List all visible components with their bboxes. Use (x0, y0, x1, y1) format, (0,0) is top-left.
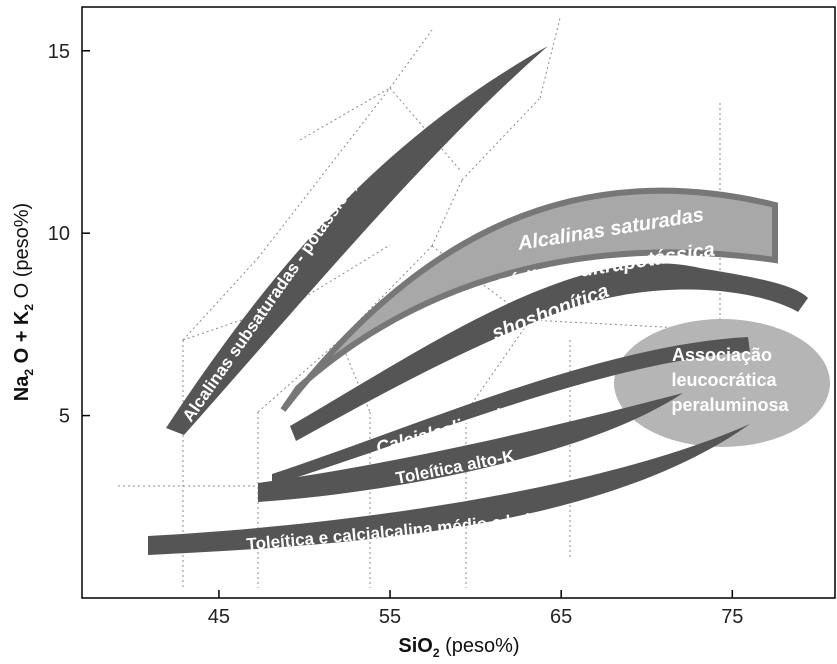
band-shoshonitica (290, 263, 808, 441)
grid-line (431, 179, 463, 247)
x-axis-title-sub: 2 (433, 646, 440, 660)
x-tick-label: 75 (721, 606, 743, 628)
y-axis-title-unit: O (peso%) (11, 203, 33, 304)
y-axis-title-na: Na (11, 375, 33, 401)
band-calcialcalina-alto-k (272, 337, 750, 485)
x-tick-label: 65 (550, 606, 572, 628)
band-alcalinas-subsaturadas (166, 46, 548, 435)
label-leucocratica: leucocrática (671, 370, 777, 390)
y-axis-title: Na2 O + K2 O (peso%) (11, 203, 36, 401)
grid-line (461, 97, 541, 181)
label-associacao: Associação (672, 345, 772, 365)
grid-line (182, 257, 259, 341)
alcalinas-saturadas-area (280, 187, 778, 412)
grid-line (257, 87, 391, 259)
x-tick-label: 55 (379, 606, 401, 628)
plot-frame (81, 6, 836, 599)
grid-line (389, 29, 433, 89)
grid-line (539, 17, 561, 99)
y-tick-label: 10 (48, 223, 70, 245)
grid-line (465, 319, 531, 413)
grid-line (299, 87, 391, 141)
x-axis-title-unit: (peso%) (440, 635, 520, 657)
y-axis-title-sub2: 2 (22, 304, 36, 311)
label-peraluminosa: peraluminosa (671, 395, 789, 415)
x-axis-title: SiO2 (peso%) (398, 635, 519, 660)
axes (81, 6, 836, 599)
grid-line (529, 319, 721, 331)
grid-line (182, 299, 301, 341)
band-toleitica-medio-baixo-k (148, 424, 750, 555)
band-toleitica-alto-k (258, 393, 683, 502)
x-axis-title-main: SiO (398, 635, 432, 657)
ticks: 45 55 65 75 5 10 15 (48, 41, 744, 628)
y-tick-label: 15 (48, 41, 70, 63)
grid-line (257, 339, 341, 413)
x-tick-label: 45 (208, 606, 230, 628)
y-axis-title-sub1: 2 (22, 369, 36, 376)
y-axis-title-k: O + K (11, 310, 33, 369)
y-tick-label: 5 (59, 406, 70, 428)
